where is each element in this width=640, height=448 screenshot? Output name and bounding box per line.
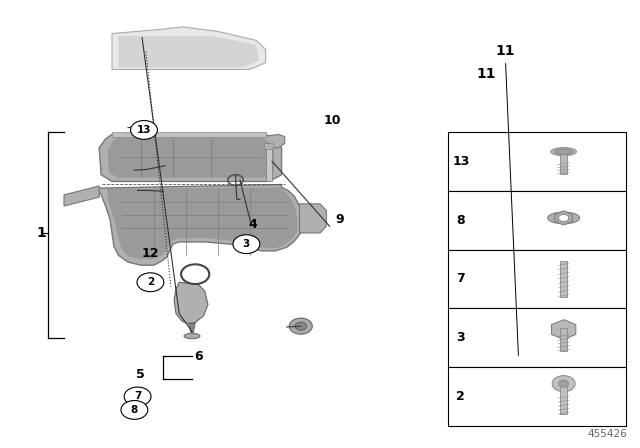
Text: 7: 7 [134,392,141,401]
Text: 3: 3 [243,239,250,249]
Text: 5: 5 [136,367,145,381]
Polygon shape [552,320,576,340]
Polygon shape [174,282,208,323]
Circle shape [124,387,151,406]
Text: 10: 10 [324,114,342,128]
Polygon shape [189,323,195,332]
Text: 8: 8 [131,405,138,415]
Text: 9: 9 [335,213,344,226]
Text: 11: 11 [496,44,515,58]
Circle shape [233,235,260,254]
Circle shape [131,121,157,139]
Polygon shape [118,36,259,67]
Polygon shape [99,134,282,181]
Polygon shape [112,27,266,69]
Ellipse shape [551,148,577,155]
Polygon shape [470,352,576,370]
Text: 12: 12 [141,246,159,260]
Text: 8: 8 [456,214,465,227]
Text: 1: 1 [36,226,47,240]
Polygon shape [262,134,285,148]
Ellipse shape [557,213,571,223]
Bar [448,367,626,426]
Polygon shape [97,185,302,265]
Bar [561,382,567,414]
Bar [448,250,626,308]
Polygon shape [64,186,99,206]
Circle shape [552,375,575,392]
Text: 455426: 455426 [588,429,627,439]
Ellipse shape [467,357,481,366]
Circle shape [137,273,164,292]
Bar [561,261,567,297]
Text: 7: 7 [456,272,465,285]
Ellipse shape [184,333,200,339]
Bar [560,328,568,351]
Bar [448,132,626,191]
Polygon shape [108,137,274,178]
Bar [266,146,272,181]
Text: 4: 4 [248,217,257,231]
Ellipse shape [548,212,580,224]
Text: 3: 3 [456,331,465,344]
Circle shape [295,322,307,330]
Bar [448,308,626,367]
Ellipse shape [555,149,573,154]
Text: 13: 13 [452,155,470,168]
Circle shape [289,318,312,334]
Text: 2: 2 [147,277,154,287]
Text: 13: 13 [137,125,151,135]
Text: 2: 2 [456,390,465,403]
Circle shape [121,401,148,419]
Text: 6: 6 [194,349,203,363]
Bar [264,143,273,149]
Text: 11: 11 [477,67,496,81]
Bar [560,149,568,174]
Circle shape [559,380,569,387]
Bar [448,191,626,250]
Circle shape [559,214,569,221]
Bar [112,132,266,137]
Polygon shape [300,204,326,233]
Polygon shape [108,187,298,259]
Polygon shape [555,211,573,225]
